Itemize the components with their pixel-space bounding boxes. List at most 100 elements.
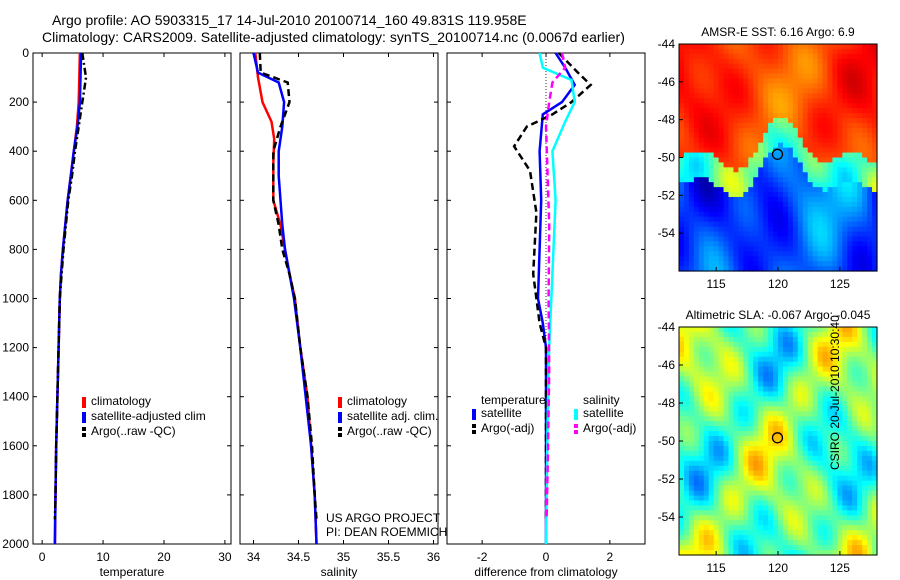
map-cell — [867, 177, 873, 183]
map-cell — [782, 515, 789, 521]
map-cell — [867, 356, 873, 363]
map-cell — [748, 455, 754, 462]
map-cell — [852, 78, 858, 85]
map-cell — [703, 411, 710, 417]
map-cell — [773, 495, 779, 502]
map-cell — [812, 108, 819, 114]
map-cell — [683, 396, 690, 402]
map-cell — [718, 48, 725, 55]
map-cell — [773, 445, 779, 452]
map-cell — [683, 147, 690, 154]
map-cell — [872, 162, 878, 168]
map-cell — [812, 88, 819, 94]
map-cell — [768, 192, 774, 198]
map-cell — [758, 411, 764, 417]
map-cell — [842, 88, 848, 94]
map-cell — [857, 226, 863, 233]
map-cell — [703, 127, 710, 134]
map-cell — [792, 93, 799, 99]
map-cell — [852, 545, 858, 551]
map-cell — [802, 68, 809, 75]
map-cell — [832, 256, 838, 262]
map-cell — [753, 137, 759, 144]
map-cell — [832, 206, 838, 213]
map-cell — [763, 510, 769, 516]
map-cell — [812, 460, 819, 467]
map-cell — [713, 445, 720, 452]
map-cell — [708, 83, 715, 90]
map-cell — [713, 231, 720, 238]
map-cell — [782, 431, 789, 437]
map-cell — [763, 236, 769, 242]
map-cell — [743, 88, 749, 94]
map-cell — [832, 162, 838, 168]
map-cell — [857, 366, 863, 373]
map-cell — [847, 490, 853, 497]
map-cell — [683, 241, 690, 247]
map-cell — [679, 182, 685, 188]
map-cell — [807, 441, 814, 447]
map-cell — [787, 485, 794, 492]
map-cell — [787, 88, 794, 94]
map-cell — [743, 83, 749, 90]
map-cell — [797, 346, 804, 353]
map-cell — [852, 331, 858, 338]
map-cell — [693, 327, 700, 333]
map-cell — [862, 98, 868, 104]
map-cell — [748, 162, 754, 168]
map-cell — [773, 44, 779, 50]
map-cell — [872, 93, 878, 99]
map-cell — [748, 426, 754, 432]
map-cell — [812, 515, 819, 521]
map-cell — [733, 44, 739, 50]
map-cell — [857, 201, 863, 208]
map-cell — [758, 421, 764, 427]
map-cell — [753, 88, 759, 94]
map-cell — [812, 530, 819, 536]
map-cell — [698, 470, 705, 477]
map-cell — [842, 441, 848, 447]
map-cell — [812, 216, 819, 223]
map-cell — [763, 356, 769, 363]
map-cell — [763, 182, 769, 188]
map-cell — [718, 480, 725, 487]
map-cell — [728, 465, 735, 472]
map-cell — [778, 44, 784, 50]
map-cell — [708, 455, 715, 462]
map-cell — [703, 68, 710, 75]
map-cell — [837, 68, 843, 75]
map-cell — [683, 436, 690, 442]
map-cell — [763, 416, 769, 422]
map-cell — [698, 246, 705, 252]
map-cell — [748, 545, 754, 551]
map-cell — [832, 465, 838, 472]
map-cell — [718, 201, 725, 208]
map-cell — [763, 485, 769, 492]
map-cell — [832, 470, 838, 477]
map-cell — [782, 545, 789, 551]
map-cell — [832, 525, 838, 531]
map-cell — [778, 500, 784, 507]
map-cell — [832, 192, 838, 198]
map-cell — [782, 465, 789, 472]
map-cell — [713, 376, 720, 383]
map-cell — [758, 221, 764, 228]
map-cell — [708, 465, 715, 472]
map-cell — [743, 68, 749, 75]
map-cell — [817, 48, 824, 55]
map-cell — [738, 426, 744, 432]
map-cell — [698, 44, 705, 50]
map-cell — [748, 68, 754, 75]
map-cell — [827, 356, 834, 363]
map-cell — [832, 411, 838, 417]
map-cell — [782, 122, 789, 129]
map-cell — [802, 192, 809, 198]
map-cell — [847, 127, 853, 134]
map-cell — [723, 485, 730, 492]
map-cell — [698, 251, 705, 257]
map-cell — [763, 196, 769, 203]
map-cell — [792, 356, 799, 363]
map-cell — [832, 211, 838, 218]
map-cell — [768, 520, 774, 526]
map-cell — [728, 211, 735, 218]
